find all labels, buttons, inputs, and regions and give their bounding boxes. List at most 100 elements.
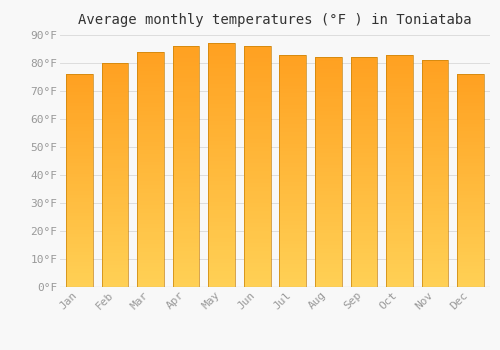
Bar <box>66 74 93 78</box>
Bar <box>280 155 306 159</box>
Bar <box>280 214 306 217</box>
Bar <box>315 111 342 115</box>
Bar <box>422 90 448 94</box>
Bar <box>315 233 342 237</box>
Bar <box>244 122 270 126</box>
Bar <box>422 241 448 245</box>
Bar <box>66 142 93 145</box>
Bar <box>350 84 377 88</box>
Bar <box>173 211 200 215</box>
Bar <box>280 198 306 202</box>
Bar <box>350 65 377 69</box>
Bar <box>422 94 448 98</box>
Bar <box>422 128 448 132</box>
Bar <box>422 181 448 185</box>
Bar <box>457 145 484 149</box>
Bar <box>208 104 235 108</box>
Bar <box>208 112 235 117</box>
Bar <box>350 184 377 188</box>
Bar <box>102 197 128 201</box>
Bar <box>386 132 412 136</box>
Bar <box>138 181 164 185</box>
Bar <box>244 106 270 110</box>
Bar <box>457 284 484 287</box>
Bar <box>244 66 270 70</box>
Bar <box>350 233 377 237</box>
Bar <box>138 169 164 173</box>
Bar <box>280 252 306 256</box>
Bar <box>315 96 342 99</box>
Bar <box>457 152 484 156</box>
Bar <box>386 55 412 287</box>
Bar <box>350 168 377 172</box>
Bar <box>102 112 128 115</box>
Bar <box>386 62 412 66</box>
Bar <box>280 202 306 206</box>
Bar <box>138 283 164 287</box>
Bar <box>422 75 448 79</box>
Bar <box>457 219 484 223</box>
Bar <box>386 268 412 272</box>
Bar <box>315 195 342 199</box>
Bar <box>350 130 377 134</box>
Bar <box>173 66 200 70</box>
Bar <box>173 259 200 263</box>
Bar <box>315 153 342 157</box>
Bar <box>173 163 200 167</box>
Bar <box>102 194 128 197</box>
Bar <box>173 195 200 199</box>
Bar <box>244 142 270 147</box>
Bar <box>244 74 270 78</box>
Bar <box>66 284 93 287</box>
Bar <box>350 126 377 130</box>
Bar <box>208 64 235 68</box>
Bar <box>280 171 306 175</box>
Bar <box>280 206 306 210</box>
Bar <box>173 178 200 183</box>
Bar <box>280 136 306 140</box>
Bar <box>138 236 164 240</box>
Bar <box>138 193 164 197</box>
Bar <box>422 245 448 249</box>
Bar <box>102 168 128 171</box>
Bar <box>457 266 484 269</box>
Bar <box>280 217 306 221</box>
Bar <box>244 94 270 98</box>
Bar <box>173 203 200 207</box>
Bar <box>66 248 93 252</box>
Bar <box>422 279 448 283</box>
Bar <box>102 82 128 85</box>
Bar <box>350 115 377 119</box>
Bar <box>280 55 306 58</box>
Bar <box>173 247 200 251</box>
Bar <box>244 163 270 167</box>
Bar <box>102 265 128 268</box>
Bar <box>138 201 164 205</box>
Bar <box>173 114 200 118</box>
Bar <box>138 79 164 83</box>
Bar <box>280 70 306 74</box>
Bar <box>138 244 164 248</box>
Bar <box>66 237 93 241</box>
Bar <box>102 205 128 209</box>
Bar <box>280 93 306 97</box>
Bar <box>386 120 412 124</box>
Bar <box>280 225 306 229</box>
Bar <box>173 106 200 110</box>
Bar <box>457 163 484 166</box>
Bar <box>208 267 235 271</box>
Bar <box>102 238 128 242</box>
Bar <box>422 151 448 155</box>
Bar <box>386 97 412 101</box>
Bar <box>315 119 342 122</box>
Bar <box>457 269 484 273</box>
Bar <box>66 262 93 266</box>
Bar <box>280 178 306 182</box>
Bar <box>244 271 270 275</box>
Bar <box>102 283 128 287</box>
Bar <box>350 172 377 176</box>
Bar <box>102 224 128 227</box>
Bar <box>457 149 484 152</box>
Bar <box>315 69 342 73</box>
Bar <box>208 251 235 254</box>
